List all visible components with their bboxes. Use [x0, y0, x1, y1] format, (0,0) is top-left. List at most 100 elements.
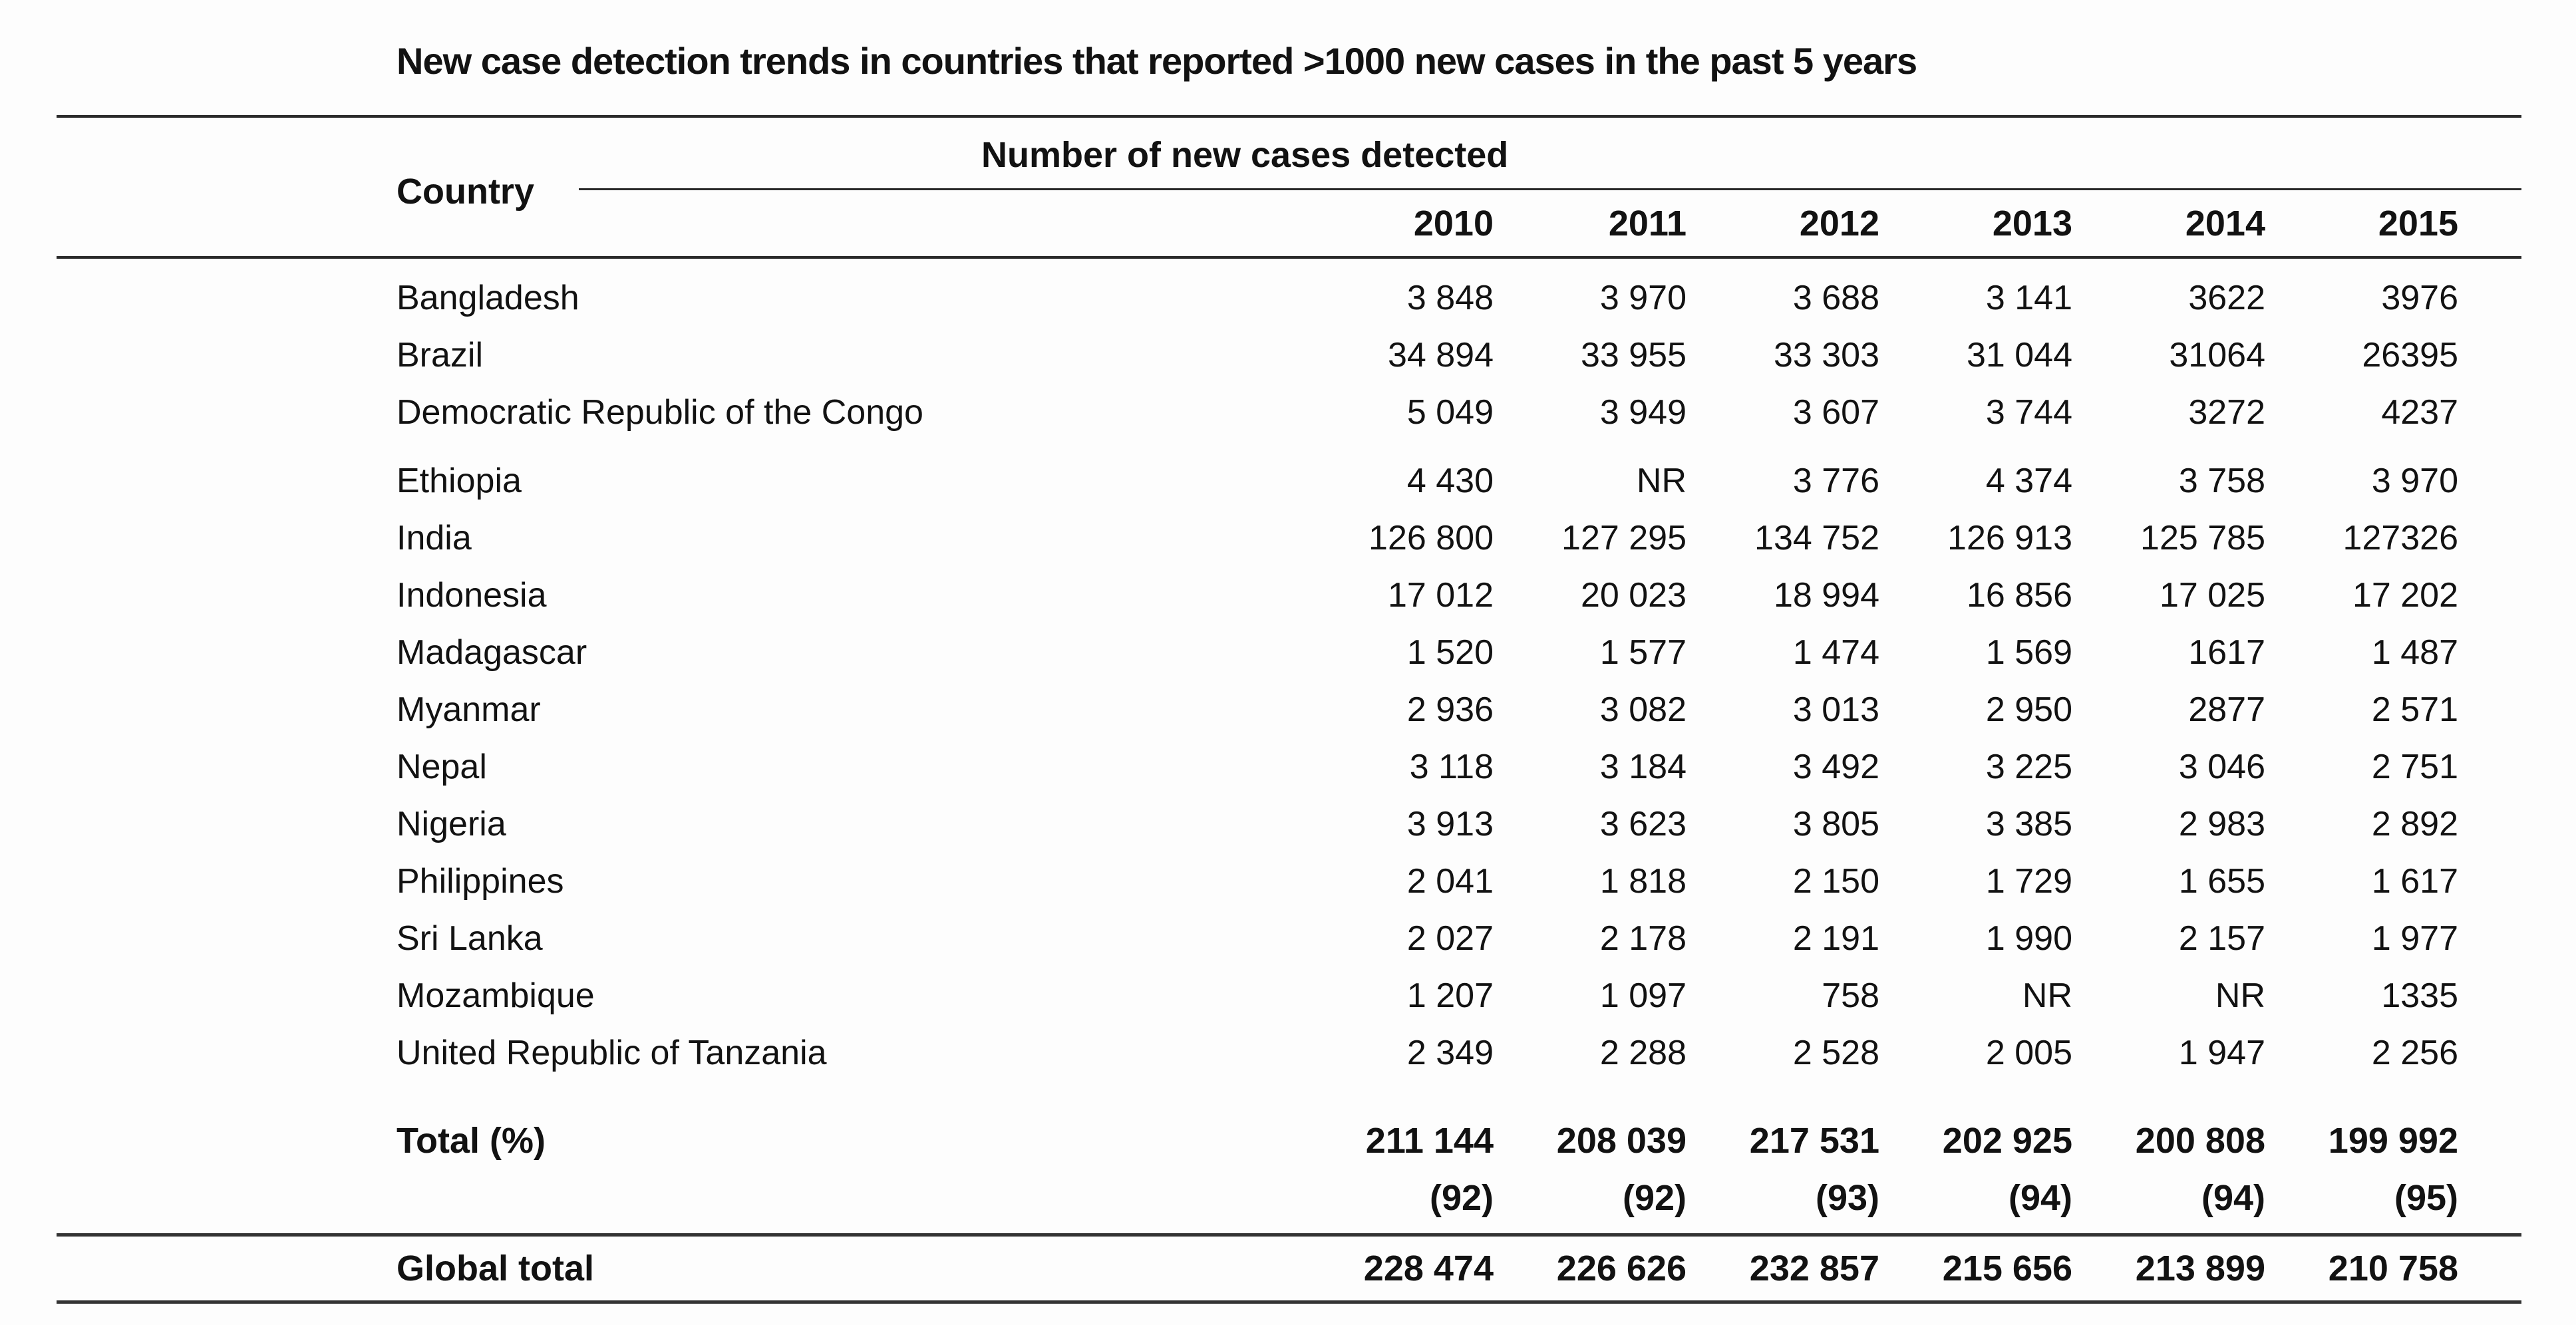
global-total-cell: 213 899 [2135, 1249, 2265, 1288]
country-name: Bangladesh [397, 279, 579, 317]
value-cell: 126 800 [1368, 519, 1494, 557]
value-cell: 2877 [2188, 690, 2265, 729]
value-cell: 33 955 [1580, 336, 1687, 374]
value-cell: 1 577 [1599, 633, 1687, 672]
total-value-cell: 199 992 [2328, 1121, 2458, 1161]
value-cell: 3 776 [1792, 462, 1879, 500]
value-cell: NR [2022, 976, 2072, 1015]
value-cell: 3 848 [1406, 279, 1494, 317]
global-total-cell: 210 758 [2328, 1249, 2458, 1288]
value-cell: 2 005 [1985, 1034, 2072, 1072]
value-cell: 3 385 [1985, 805, 2072, 843]
year-header-2010: 2010 [1413, 204, 1494, 243]
value-cell: 134 752 [1754, 519, 1879, 557]
total-percent-cell: (94) [2201, 1178, 2265, 1218]
country-name: Nigeria [397, 805, 506, 843]
value-cell: 16 856 [1966, 576, 2072, 615]
value-cell: 2 571 [2371, 690, 2458, 729]
value-cell: 758 [1822, 976, 1879, 1015]
value-cell: 1 520 [1406, 633, 1494, 672]
table-row-philippines: Philippines 2 041 1 818 2 150 1 729 1 65… [57, 853, 2521, 910]
table-row-drc: Democratic Republic of the Congo 5 049 3… [57, 384, 2521, 441]
value-cell: 34 894 [1387, 336, 1494, 374]
total-value-cell: 217 531 [1749, 1121, 1879, 1161]
country-name: United Republic of Tanzania [397, 1034, 827, 1072]
value-cell: 2 157 [2178, 919, 2265, 958]
total-percent-cell: (93) [1815, 1178, 1879, 1218]
value-cell: 1 990 [1985, 919, 2072, 958]
document-page: New case detection trends in countries t… [57, 0, 2521, 1304]
value-cell: 3 225 [1985, 748, 2072, 786]
value-cell: 2 256 [2371, 1034, 2458, 1072]
year-header-2014: 2014 [2185, 204, 2265, 243]
value-cell: 1 207 [1406, 976, 1494, 1015]
country-column-header: Country [397, 172, 534, 212]
table-row-madagascar: Madagascar 1 520 1 577 1 474 1 569 1617 … [57, 624, 2521, 681]
table-row-indonesia: Indonesia 17 012 20 023 18 994 16 856 17… [57, 567, 2521, 624]
value-cell: NR [2215, 976, 2265, 1015]
value-cell: 2 936 [1406, 690, 1494, 729]
value-cell: 1 947 [2178, 1034, 2265, 1072]
value-cell: 18 994 [1773, 576, 1879, 615]
table-row-tanzania: United Republic of Tanzania 2 349 2 288 … [57, 1024, 2521, 1082]
value-cell: 33 303 [1773, 336, 1879, 374]
value-cell: 3 970 [1599, 279, 1687, 317]
value-cell: 1 617 [2371, 862, 2458, 901]
value-cell: 3 141 [1985, 279, 2072, 317]
value-cell: 4 374 [1985, 462, 2072, 500]
value-cell: 1 818 [1599, 862, 1687, 901]
table-row-ethiopia: Ethiopia 4 430 NR 3 776 4 374 3 758 3 97… [57, 452, 2521, 510]
value-cell: 3 970 [2371, 462, 2458, 500]
value-cell: 17 202 [2352, 576, 2458, 615]
value-cell: 17 025 [2159, 576, 2265, 615]
value-cell: 2 027 [1406, 919, 1494, 958]
year-header-2013: 2013 [1992, 204, 2072, 243]
table-row-myanmar: Myanmar 2 936 3 082 3 013 2 950 2877 2 5… [57, 681, 2521, 738]
total-percent-cell: (92) [1622, 1178, 1687, 1218]
value-cell: 3 805 [1792, 805, 1879, 843]
global-total-cell: 232 857 [1749, 1249, 1879, 1288]
table-row-global-total: Global total 228 474 226 626 232 857 215… [57, 1233, 2521, 1304]
country-name: Democratic Republic of the Congo [397, 393, 923, 432]
value-cell: 1 097 [1599, 976, 1687, 1015]
table-row-brazil: Brazil 34 894 33 955 33 303 31 044 31064… [57, 327, 2521, 384]
value-cell: 3 623 [1599, 805, 1687, 843]
year-header-2011: 2011 [1608, 204, 1687, 243]
table-row-mozambique: Mozambique 1 207 1 097 758 NR NR 1335 [57, 967, 2521, 1024]
value-cell: 127326 [2342, 519, 2458, 557]
table-title: New case detection trends in countries t… [397, 40, 1917, 82]
value-cell: 3 082 [1599, 690, 1687, 729]
value-cell: 3 492 [1792, 748, 1879, 786]
value-cell: 1 729 [1985, 862, 2072, 901]
value-cell: 3622 [2188, 279, 2265, 317]
country-name: Myanmar [397, 690, 541, 729]
total-percent-spacer [57, 1169, 1301, 1227]
total-value-cell: 200 808 [2135, 1121, 2265, 1161]
global-total-cell: 215 656 [1942, 1249, 2072, 1288]
value-cell: 31 044 [1966, 336, 2072, 374]
total-value-cell: 208 039 [1556, 1121, 1687, 1161]
total-value-cell: 211 144 [1365, 1121, 1494, 1161]
value-cell: 2 191 [1792, 919, 1879, 958]
country-name: Brazil [397, 336, 484, 374]
global-total-label: Global total [397, 1249, 594, 1288]
year-header-row: 2010 2011 2012 2013 2014 2015 [57, 203, 2521, 244]
table-row-nigeria: Nigeria 3 913 3 623 3 805 3 385 2 983 2 … [57, 796, 2521, 853]
value-cell: 2 950 [1985, 690, 2072, 729]
value-cell: 2 528 [1792, 1034, 1879, 1072]
value-cell: 3 118 [1409, 748, 1494, 786]
value-cell: 2 892 [2371, 805, 2458, 843]
value-cell: 127 295 [1561, 519, 1687, 557]
total-percent-cell: (94) [2008, 1178, 2072, 1218]
value-cell: 1617 [2188, 633, 2265, 672]
value-cell: 3976 [2381, 279, 2458, 317]
value-cell: 1 977 [2371, 919, 2458, 958]
value-cell: 3 688 [1792, 279, 1879, 317]
table-row-nepal: Nepal 3 118 3 184 3 492 3 225 3 046 2 75… [57, 738, 2521, 796]
total-value-cell: 202 925 [1942, 1121, 2072, 1161]
value-cell: 1335 [2381, 976, 2458, 1015]
value-cell: 1 569 [1985, 633, 2072, 672]
country-name: Sri Lanka [397, 919, 543, 958]
value-cell: 3 013 [1792, 690, 1879, 729]
value-cell: 3 758 [2178, 462, 2265, 500]
